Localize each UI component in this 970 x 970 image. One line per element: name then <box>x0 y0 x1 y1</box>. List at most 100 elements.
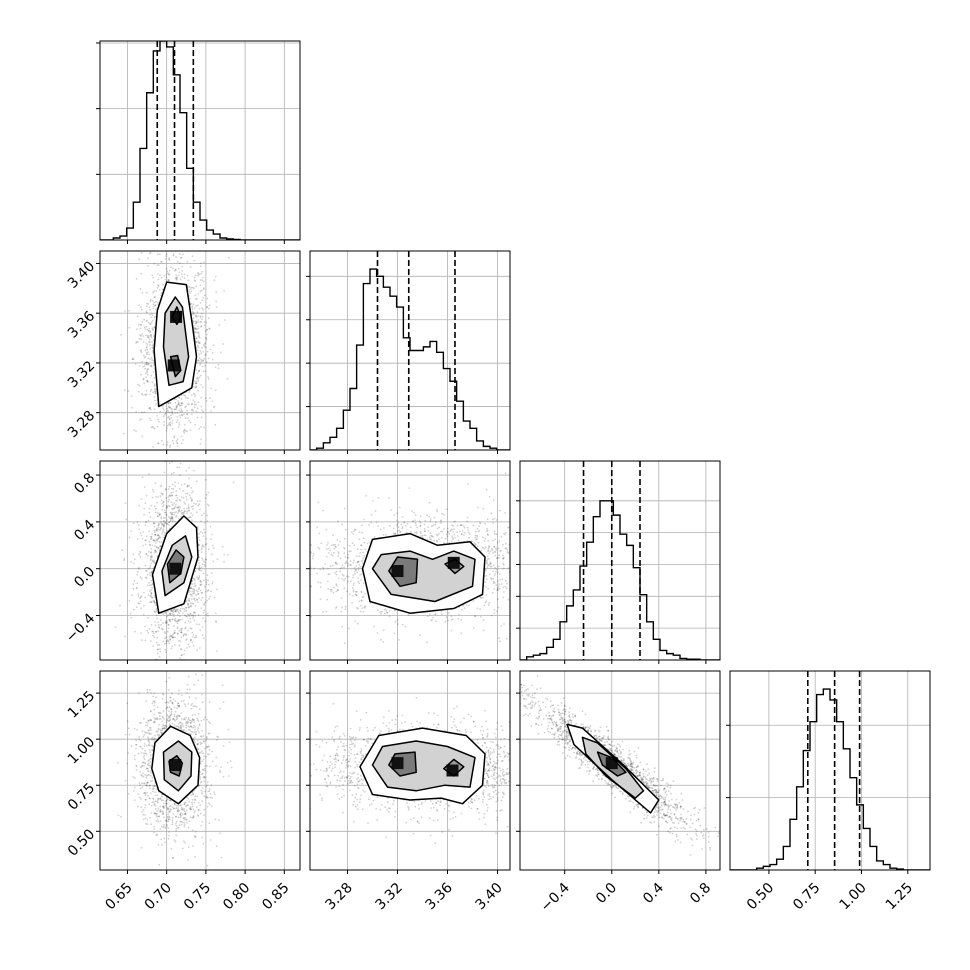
scatter-point <box>164 612 167 614</box>
scatter-point <box>140 632 142 634</box>
scatter-point <box>152 561 155 563</box>
scatter-point <box>153 636 156 639</box>
scatter-point <box>143 356 146 359</box>
scatter-point <box>152 446 154 448</box>
scatter-point <box>164 488 167 491</box>
scatter-point <box>151 596 153 599</box>
scatter-point <box>190 394 193 396</box>
scatter-point <box>205 338 208 341</box>
scatter-point <box>150 591 153 594</box>
scatter-point <box>145 389 148 392</box>
scatter-point <box>494 566 497 569</box>
scatter-point <box>198 503 201 506</box>
scatter-point <box>137 593 139 595</box>
scatter-point <box>590 559 592 561</box>
scatter-point <box>202 344 205 346</box>
scatter-point <box>506 637 508 640</box>
scatter-point <box>159 451 161 453</box>
scatter-point <box>341 523 344 526</box>
scatter-point <box>158 535 161 538</box>
scatter-point <box>322 509 324 512</box>
scatter-point <box>183 273 186 276</box>
scatter-point <box>192 577 195 580</box>
scatter-point <box>170 647 173 650</box>
scatter-point <box>461 524 463 526</box>
scatter-point <box>202 637 205 640</box>
scatter-point <box>486 555 489 558</box>
scatter-point <box>202 370 205 373</box>
scatter-point <box>145 361 148 364</box>
panel-1-1 <box>306 250 511 454</box>
scatter-point <box>128 326 131 329</box>
scatter-point <box>147 357 150 360</box>
scatter-point <box>172 636 175 639</box>
scatter-point <box>160 260 163 263</box>
scatter-point <box>511 574 513 576</box>
panel-frame <box>99 460 301 661</box>
scatter-point <box>184 396 187 399</box>
scatter-point <box>351 542 354 545</box>
scatter-point <box>188 290 191 292</box>
scatter-point <box>180 631 183 633</box>
scatter-point <box>147 362 150 365</box>
scatter-point <box>352 589 355 591</box>
scatter-point <box>162 525 165 528</box>
scatter-point <box>158 537 161 539</box>
scatter-point <box>193 403 196 406</box>
scatter-point <box>363 518 366 521</box>
scatter-point <box>176 419 179 421</box>
scatter-point <box>186 510 189 513</box>
scatter-point <box>195 410 198 413</box>
scatter-point <box>181 410 183 413</box>
scatter-point <box>147 616 149 619</box>
scatter-point <box>139 327 142 330</box>
scatter-point <box>171 422 174 425</box>
scatter-point <box>145 553 148 555</box>
scatter-point <box>426 514 428 517</box>
scatter-point <box>435 533 438 536</box>
scatter-point <box>156 515 159 518</box>
scatter-point <box>130 530 133 532</box>
scatter-point <box>193 393 196 396</box>
scatter-point <box>525 574 527 576</box>
scatter-point <box>159 520 162 523</box>
scatter-point <box>497 585 500 588</box>
scatter-point <box>195 380 198 383</box>
scatter-point <box>142 365 144 368</box>
scatter-point <box>281 576 283 578</box>
scatter-point <box>551 544 553 546</box>
scatter-point <box>151 274 154 277</box>
scatter-point <box>185 601 188 603</box>
scatter-point <box>201 270 204 273</box>
scatter-point <box>201 312 203 315</box>
scatter-point <box>515 576 517 578</box>
scatter-point <box>492 499 495 501</box>
scatter-point <box>287 539 289 541</box>
scatter-point <box>195 634 197 637</box>
scatter-point <box>166 522 168 525</box>
scatter-point <box>350 531 353 534</box>
scatter-point <box>212 544 214 547</box>
scatter-point <box>183 633 186 635</box>
scatter-point <box>197 401 200 404</box>
scatter-point <box>199 589 202 592</box>
scatter-point <box>199 315 202 318</box>
scatter-point <box>198 556 201 559</box>
scatter-point <box>173 507 176 510</box>
scatter-point <box>193 591 195 593</box>
scatter-point <box>150 364 153 367</box>
scatter-point <box>182 490 184 492</box>
scatter-point <box>210 590 213 593</box>
scatter-point <box>210 538 212 541</box>
scatter-point <box>357 560 360 563</box>
scatter-point <box>168 619 171 622</box>
scatter-point <box>157 273 159 275</box>
scatter-point <box>297 563 299 565</box>
scatter-point <box>514 614 516 616</box>
scatter-point <box>412 520 415 523</box>
scatter-point <box>153 427 156 430</box>
scatter-point <box>164 522 166 525</box>
scatter-point <box>188 391 191 393</box>
scatter-point <box>154 561 157 564</box>
scatter-point <box>180 627 183 630</box>
